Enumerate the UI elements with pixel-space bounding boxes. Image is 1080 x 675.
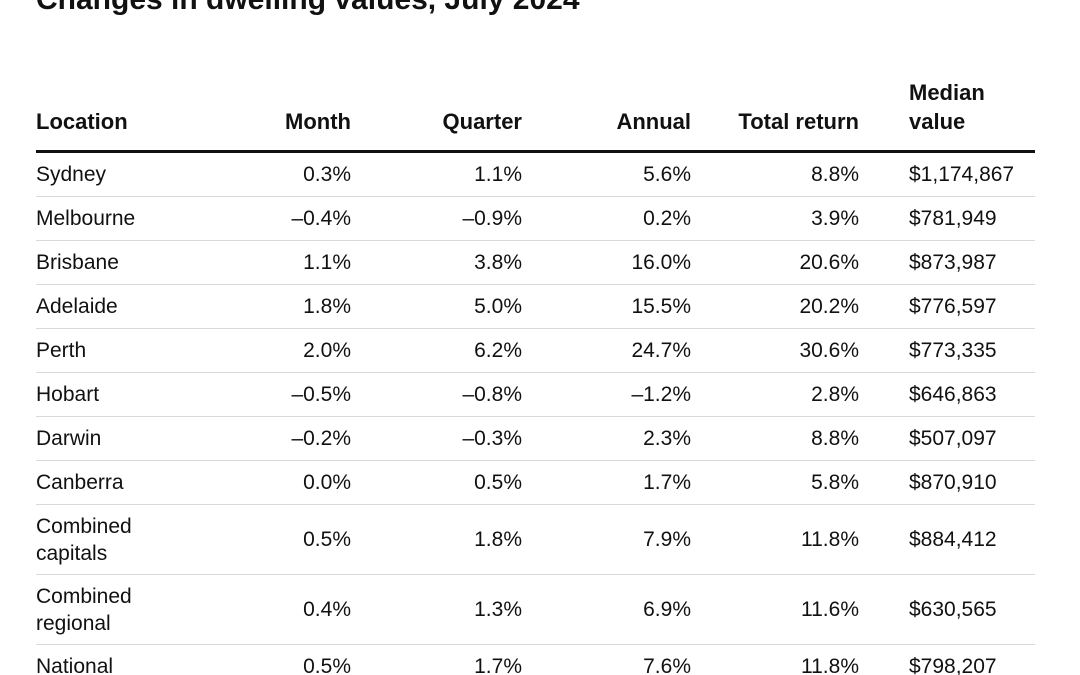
cell-median-value: $798,207 bbox=[909, 655, 997, 675]
cell-median-value: $507,097 bbox=[859, 416, 1035, 461]
table-row: Melbourne –0.4% –0.9% 0.2% 3.9% $781,949 bbox=[36, 196, 1035, 241]
column-header-month: Month bbox=[201, 64, 351, 153]
cell-annual: 5.6% bbox=[522, 151, 691, 197]
cell-annual: 7.6% bbox=[643, 655, 691, 675]
column-header-total-return: Total return bbox=[691, 64, 859, 153]
cell-annual: –1.2% bbox=[522, 372, 691, 417]
cell-total-return: 11.6% bbox=[691, 574, 859, 645]
cell-quarter: 1.3% bbox=[351, 574, 522, 645]
cell-month: 0.5% bbox=[303, 655, 351, 675]
cell-annual: 2.3% bbox=[522, 416, 691, 461]
cell-location: Combined capitals bbox=[36, 504, 201, 575]
cell-quarter: 1.1% bbox=[351, 151, 522, 197]
cell-location: National bbox=[36, 655, 114, 675]
table-row: Combined regional 0.4% 1.3% 6.9% 11.6% $630,5… bbox=[36, 574, 1035, 645]
table-row: Brisbane 1.1% 3.8% 16.0% 20.6% $873,987 bbox=[36, 240, 1035, 285]
table-row: Adelaide 1.8% 5.0% 15.5% 20.2% $776,597 bbox=[36, 284, 1035, 329]
cell-location: Hobart bbox=[36, 372, 201, 417]
cell-median-value: $630,565 bbox=[859, 574, 1035, 645]
cell-month: 0.0% bbox=[201, 460, 351, 505]
cell-month: 1.8% bbox=[201, 284, 351, 329]
cell-month: 1.1% bbox=[201, 240, 351, 285]
cell-median-value: $776,597 bbox=[859, 284, 1035, 329]
cell-annual: 24.7% bbox=[522, 328, 691, 373]
cell-annual: 15.5% bbox=[522, 284, 691, 329]
cell-median-value: $870,910 bbox=[859, 460, 1035, 505]
cell-location: Combined regional bbox=[36, 574, 201, 645]
cell-total-return: 5.8% bbox=[691, 460, 859, 505]
table-row: Perth 2.0% 6.2% 24.7% 30.6% $773,335 bbox=[36, 328, 1035, 373]
dwelling-values-table: Location Month Quarter Annual Total retu… bbox=[36, 64, 1035, 675]
cell-median-value: $781,949 bbox=[859, 196, 1035, 241]
cell-quarter: 1.8% bbox=[351, 504, 522, 575]
cell-annual: 16.0% bbox=[522, 240, 691, 285]
cell-quarter: –0.9% bbox=[351, 196, 522, 241]
cell-total-return: 20.2% bbox=[691, 284, 859, 329]
cell-location: Adelaide bbox=[36, 284, 201, 329]
cell-median-value: $873,987 bbox=[859, 240, 1035, 285]
table-row: National 0.5% 1.7% 7.6% 11.8% $798,207 bbox=[36, 645, 1035, 675]
table-header-row: Location Month Quarter Annual Total retu… bbox=[36, 64, 1035, 153]
column-header-total-return-label: Total return bbox=[738, 109, 859, 134]
cell-median-value: $646,863 bbox=[859, 372, 1035, 417]
cell-median-value: $773,335 bbox=[859, 328, 1035, 373]
cell-quarter: 3.8% bbox=[351, 240, 522, 285]
cell-quarter: –0.3% bbox=[351, 416, 522, 461]
cell-total-return: 20.6% bbox=[691, 240, 859, 285]
column-header-median-value-label: Median value bbox=[909, 80, 985, 134]
column-header-location: Location bbox=[36, 64, 201, 153]
cell-location: Darwin bbox=[36, 416, 201, 461]
column-header-annual: Annual bbox=[522, 64, 691, 153]
cell-quarter: –0.8% bbox=[351, 372, 522, 417]
table-row: Hobart –0.5% –0.8% –1.2% 2.8% $646,863 bbox=[36, 372, 1035, 417]
cell-annual: 6.9% bbox=[522, 574, 691, 645]
cell-quarter: 6.2% bbox=[351, 328, 522, 373]
table-row: Sydney 0.3% 1.1% 5.6% 8.8% $1,174,867 bbox=[36, 151, 1035, 197]
column-header-quarter: Quarter bbox=[351, 64, 522, 153]
column-header-median-value: Median value bbox=[859, 64, 1035, 153]
table-row: Darwin –0.2% –0.3% 2.3% 8.8% $507,097 bbox=[36, 416, 1035, 461]
cell-total-return: 2.8% bbox=[691, 372, 859, 417]
table-row: Canberra 0.0% 0.5% 1.7% 5.8% $870,910 bbox=[36, 460, 1035, 505]
cell-total-return: 8.8% bbox=[691, 416, 859, 461]
cell-total-return: 11.8% bbox=[691, 504, 859, 575]
cell-month: 0.3% bbox=[201, 151, 351, 197]
cell-month: –0.5% bbox=[201, 372, 351, 417]
cell-month: 0.5% bbox=[201, 504, 351, 575]
table-body: Sydney 0.3% 1.1% 5.6% 8.8% $1,174,867 Melbourn… bbox=[36, 151, 1035, 675]
cell-total-return: 30.6% bbox=[691, 328, 859, 373]
cell-median-value: $1,174,867 bbox=[859, 151, 1035, 197]
cell-location: Canberra bbox=[36, 460, 201, 505]
cell-location: Melbourne bbox=[36, 196, 201, 241]
cell-total-return: 8.8% bbox=[691, 151, 859, 197]
cell-month: –0.4% bbox=[201, 196, 351, 241]
cell-month: 2.0% bbox=[201, 328, 351, 373]
cell-total-return: 3.9% bbox=[691, 196, 859, 241]
cell-total-return: 11.8% bbox=[801, 655, 859, 675]
cell-quarter: 0.5% bbox=[351, 460, 522, 505]
cell-location: Perth bbox=[36, 328, 201, 373]
cell-month: 0.4% bbox=[201, 574, 351, 645]
table-row: Combined capitals 0.5% 1.8% 7.9% 11.8% $884,4… bbox=[36, 504, 1035, 575]
cell-location: Sydney bbox=[36, 151, 201, 197]
cell-annual: 7.9% bbox=[522, 504, 691, 575]
cell-month: –0.2% bbox=[201, 416, 351, 461]
cell-quarter: 5.0% bbox=[351, 284, 522, 329]
cell-annual: 1.7% bbox=[522, 460, 691, 505]
cell-location: Brisbane bbox=[36, 240, 201, 285]
cell-annual: 0.2% bbox=[522, 196, 691, 241]
cell-quarter: 1.7% bbox=[474, 655, 522, 675]
cell-median-value: $884,412 bbox=[859, 504, 1035, 575]
chart-title: Changes in dwelling values, July 2024 bbox=[36, 0, 580, 18]
